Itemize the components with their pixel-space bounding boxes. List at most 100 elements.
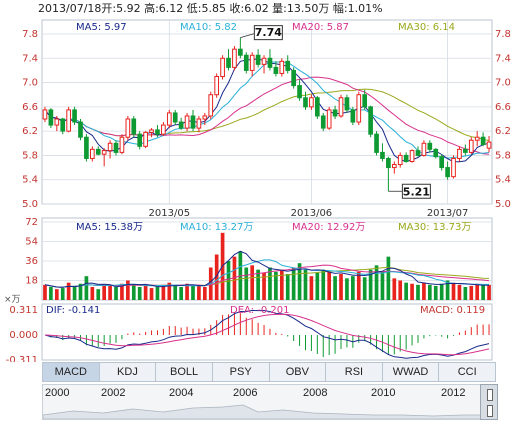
candle-body bbox=[54, 118, 60, 126]
timeline-scroll-handle[interactable] bbox=[480, 384, 498, 420]
volume-ytick: 72 bbox=[25, 217, 38, 228]
price-ytick-left: 7.8 bbox=[22, 29, 38, 40]
price-ytick-left: 7.0 bbox=[22, 78, 38, 89]
volume-bar bbox=[439, 283, 444, 300]
volume-bar bbox=[191, 284, 195, 300]
volume-bar bbox=[114, 287, 118, 300]
volume-bar bbox=[416, 284, 420, 300]
candle-body bbox=[368, 106, 373, 135]
price-ytick-left: 6.2 bbox=[22, 126, 38, 137]
volume-bar bbox=[49, 287, 53, 300]
low-label: 5.21 bbox=[403, 185, 430, 198]
volume-bar bbox=[445, 280, 450, 300]
price-ytick-left: 5.4 bbox=[22, 175, 38, 186]
volume-bar bbox=[297, 263, 302, 300]
volume-ytick: 36 bbox=[25, 256, 38, 267]
candle-body bbox=[226, 57, 231, 68]
candle-body bbox=[439, 156, 445, 169]
volume-bar bbox=[226, 261, 231, 300]
volume-bar bbox=[404, 282, 408, 300]
volume-bar bbox=[78, 283, 83, 300]
volume-bar bbox=[487, 284, 491, 300]
volume-bar bbox=[43, 284, 47, 300]
candle-body bbox=[362, 94, 368, 108]
candle-body bbox=[480, 136, 486, 145]
volume-bar bbox=[202, 287, 207, 300]
candle-body bbox=[196, 118, 202, 129]
tab-boll[interactable]: BOLL bbox=[156, 363, 213, 381]
timeline-navigator[interactable]: 2000 2002 2004 2006 2008 2010 2012 bbox=[42, 384, 482, 420]
candle-body bbox=[397, 154, 403, 166]
candle-body bbox=[433, 148, 439, 158]
candle-body bbox=[202, 115, 208, 120]
candle-body bbox=[356, 94, 362, 123]
volume-ma-label: MA10: 13.27万 bbox=[180, 222, 253, 233]
tab-rsi[interactable]: RSI bbox=[326, 363, 383, 381]
volume-bar bbox=[333, 276, 337, 300]
volume-bar bbox=[351, 276, 355, 300]
tab-macd[interactable]: MACD bbox=[43, 363, 100, 381]
volume-ytick: 54 bbox=[25, 237, 38, 248]
candle-body bbox=[320, 115, 326, 129]
candle-body bbox=[403, 154, 409, 163]
price-ytick-right: 5.0 bbox=[495, 199, 511, 210]
candle-body bbox=[314, 97, 320, 117]
price-ytick-right: 5.8 bbox=[495, 150, 511, 161]
macd-ytick: -0.311 bbox=[6, 355, 38, 362]
volume-bar bbox=[309, 276, 314, 300]
volume-bar bbox=[321, 269, 326, 300]
volume-bar bbox=[398, 280, 403, 300]
volume-bar bbox=[66, 282, 71, 300]
volume-bar bbox=[155, 287, 160, 300]
volume-bar bbox=[268, 267, 272, 300]
tab-cci[interactable]: CCI bbox=[457, 366, 477, 378]
candle-body bbox=[380, 151, 385, 159]
quote-values: 开:5.92 高:6.12 低:5.85 收:6.02 量:13.50万 幅:1… bbox=[101, 2, 383, 15]
volume-bar bbox=[356, 271, 361, 300]
candle-body bbox=[297, 85, 302, 99]
candle-body bbox=[208, 94, 214, 117]
volume-bar bbox=[108, 285, 112, 300]
candle-body bbox=[131, 118, 137, 135]
timeline-year: 2004 bbox=[169, 387, 194, 399]
price-ytick-left: 5.8 bbox=[22, 150, 38, 161]
volume-unit: ×万 bbox=[4, 295, 21, 305]
candle-body bbox=[190, 115, 196, 129]
volume-bar bbox=[279, 269, 284, 300]
candle-body bbox=[350, 109, 356, 123]
candle-body bbox=[172, 112, 178, 123]
tab-psy[interactable]: PSY bbox=[213, 363, 270, 381]
timeline-year: 2010 bbox=[371, 387, 396, 399]
candle-body bbox=[125, 118, 131, 138]
candle-body bbox=[391, 164, 397, 169]
candle-body bbox=[113, 142, 119, 153]
candle-body bbox=[261, 57, 267, 65]
price-ma20-line bbox=[44, 76, 490, 155]
price-ma-label: MA10: 5.82 bbox=[180, 22, 237, 33]
price-ytick-left: 6.6 bbox=[22, 102, 38, 113]
high-pointer bbox=[240, 33, 255, 39]
candle-body bbox=[457, 148, 462, 159]
price-panel-frame bbox=[41, 19, 493, 205]
tab-kdj[interactable]: KDJ bbox=[100, 363, 157, 381]
timeline-sparkline bbox=[43, 404, 481, 419]
candle-body bbox=[463, 148, 468, 153]
candle-body bbox=[220, 57, 225, 77]
volume-bar bbox=[262, 272, 266, 300]
price-ytick-right: 6.6 bbox=[495, 102, 511, 113]
timeline-year: 2000 bbox=[45, 387, 70, 399]
macd-ytick: 0.000 bbox=[9, 330, 38, 341]
macd-panel-frame bbox=[41, 303, 493, 361]
candle-body bbox=[184, 115, 190, 129]
volume-bar bbox=[179, 287, 183, 300]
price-ma-label: MA30: 6.14 bbox=[398, 22, 455, 33]
volume-bar bbox=[167, 282, 172, 300]
tab-wwad[interactable]: WWAD bbox=[383, 363, 440, 381]
high-label-box bbox=[253, 25, 283, 41]
macd-label: MACD: 0.119 bbox=[420, 305, 485, 316]
tab-obv[interactable]: OBV bbox=[270, 363, 327, 381]
candle-body bbox=[409, 150, 415, 162]
volume-bar bbox=[143, 285, 148, 300]
quote-date: 2013/07/18 bbox=[38, 2, 102, 15]
candle-body bbox=[143, 131, 148, 147]
